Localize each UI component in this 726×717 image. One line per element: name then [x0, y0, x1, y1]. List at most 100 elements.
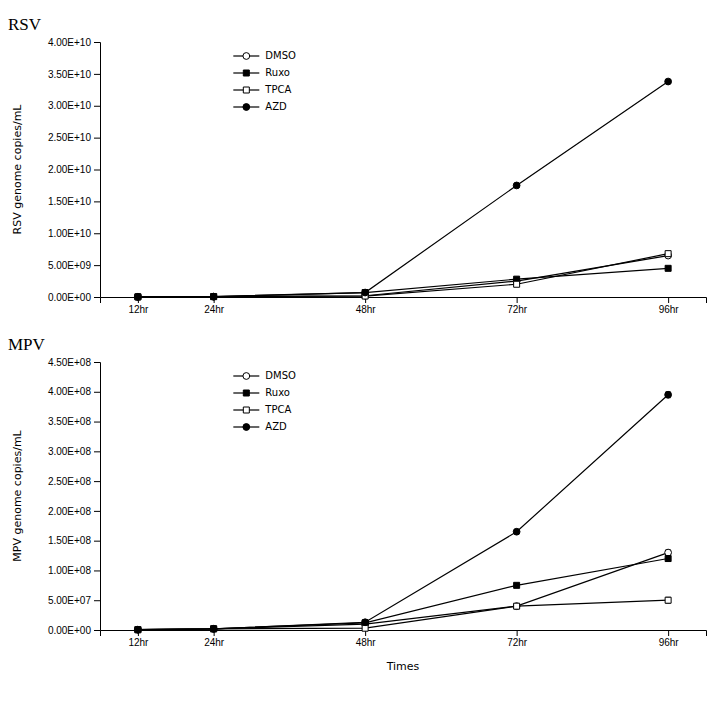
error-bar	[666, 550, 671, 556]
legend-label: Ruxo	[265, 67, 290, 78]
panel: 12hr24hr48hr72hr96hr0.00E+005.00E+091.00…	[8, 15, 707, 315]
tick-mark	[94, 201, 100, 202]
axis-line	[94, 43, 101, 298]
series	[135, 265, 671, 300]
legend-item: DMSO	[233, 50, 296, 61]
y-tick: 5.00E+07	[48, 595, 100, 606]
legend-item: AZD	[233, 421, 287, 432]
y-axis-title: MPV genome copies/mL	[11, 429, 24, 561]
legend-item: TPCA	[233, 404, 291, 415]
legend-symbol	[243, 390, 249, 396]
tick-mark	[94, 362, 100, 363]
tick-label: 24hr	[204, 304, 225, 315]
legend-symbol	[243, 87, 249, 93]
point	[362, 620, 368, 626]
point	[665, 391, 672, 398]
y-tick: 1.50E+10	[48, 196, 100, 207]
chart-title: MPV	[8, 335, 46, 354]
legend-label: Ruxo	[265, 387, 290, 398]
y-tick: 0.00E+00	[48, 625, 100, 636]
tick-label: 4.00E+10	[48, 37, 92, 48]
point	[665, 265, 671, 271]
point	[210, 293, 217, 300]
tick-mark	[94, 541, 100, 542]
tick-label: 2.00E+10	[48, 164, 92, 175]
y-tick: 4.50E+08	[48, 357, 100, 368]
tick-label: 12hr	[128, 637, 149, 648]
series-line	[138, 254, 668, 297]
point	[665, 556, 671, 562]
series-line	[138, 600, 668, 629]
tick-label: 3.50E+08	[48, 416, 92, 427]
point	[134, 626, 141, 633]
tick-label: 96hr	[659, 304, 680, 315]
point	[210, 293, 217, 300]
tick-mark	[94, 170, 100, 171]
legend: DMSO Ruxo TPCA AZD	[233, 370, 296, 432]
tick-label: 24hr	[204, 637, 225, 648]
legend-item: Ruxo	[233, 67, 290, 78]
chart-title: RSV	[8, 15, 42, 34]
series-line	[138, 256, 668, 297]
y-tick: 4.00E+10	[48, 37, 100, 48]
series	[134, 391, 671, 633]
y-tick: 2.00E+08	[48, 506, 100, 517]
legend: DMSO Ruxo TPCA AZD	[233, 50, 296, 112]
y-tick: 2.00E+10	[48, 164, 100, 175]
point	[513, 182, 520, 189]
legend-symbol	[243, 373, 250, 380]
legend-symbol	[243, 104, 250, 111]
tick-mark	[94, 106, 100, 107]
legend-item: AZD	[233, 101, 287, 112]
y-tick: 0.00E+00	[48, 292, 100, 303]
tick-label: 2.00E+08	[48, 506, 92, 517]
legend-item: TPCA	[233, 84, 291, 95]
series	[134, 78, 671, 300]
point	[135, 294, 141, 300]
axis-line	[94, 363, 101, 631]
tick-mark	[94, 570, 100, 571]
x-tick: 72hr	[507, 297, 528, 315]
legend-label: DMSO	[265, 50, 296, 61]
point	[362, 619, 369, 626]
x-tick: 72hr	[507, 630, 528, 648]
legend-label: AZD	[265, 421, 287, 432]
y-tick: 3.50E+08	[48, 416, 100, 427]
tick-mark	[94, 630, 100, 631]
x-axis: 12hr 24hr 48hr 72hr 96hr	[101, 630, 707, 648]
chart-root: 12hr 24hr 48hr 72hr 96hr 0.00E+00 5.00E+09 1.00…	[0, 0, 726, 717]
y-tick: 1.00E+08	[48, 565, 100, 576]
tick-label: 96hr	[659, 637, 680, 648]
tick-label: 48hr	[356, 304, 377, 315]
point	[665, 251, 671, 257]
point	[211, 293, 217, 299]
tick-label: 72hr	[507, 637, 528, 648]
point	[210, 625, 217, 632]
point	[135, 294, 141, 300]
error-bar	[666, 392, 671, 398]
series-line	[138, 559, 668, 630]
tick-mark	[94, 265, 100, 266]
legend-symbol	[243, 407, 249, 413]
point	[134, 293, 141, 300]
x-tick: 48hr	[356, 630, 377, 648]
tick-mark	[94, 451, 100, 452]
y-tick: 1.00E+10	[48, 228, 100, 239]
tick-label: 0.00E+00	[48, 625, 92, 636]
y-tick: 2.50E+08	[48, 476, 100, 487]
marks	[134, 391, 671, 633]
tick-mark	[94, 600, 100, 601]
axis-line	[101, 631, 707, 637]
tick-mark	[94, 511, 100, 512]
tick-mark	[517, 297, 518, 303]
y-tick: 4.00E+08	[48, 386, 100, 397]
tick-label: 1.50E+08	[48, 535, 92, 546]
x-axis-title: Times	[386, 660, 420, 673]
panel: 12hr 24hr 48hr 72hr 96hr 0.00E+00 5.00E+07 1.00…	[8, 335, 707, 673]
tick-label: 1.00E+08	[48, 565, 92, 576]
tick-label: 5.00E+07	[48, 595, 92, 606]
x-axis: 12hr24hr48hr72hr96hr	[101, 297, 707, 315]
legend-item: DMSO	[233, 370, 296, 381]
tick-label: 5.00E+09	[48, 260, 92, 271]
tick-label: 72hr	[507, 304, 528, 315]
